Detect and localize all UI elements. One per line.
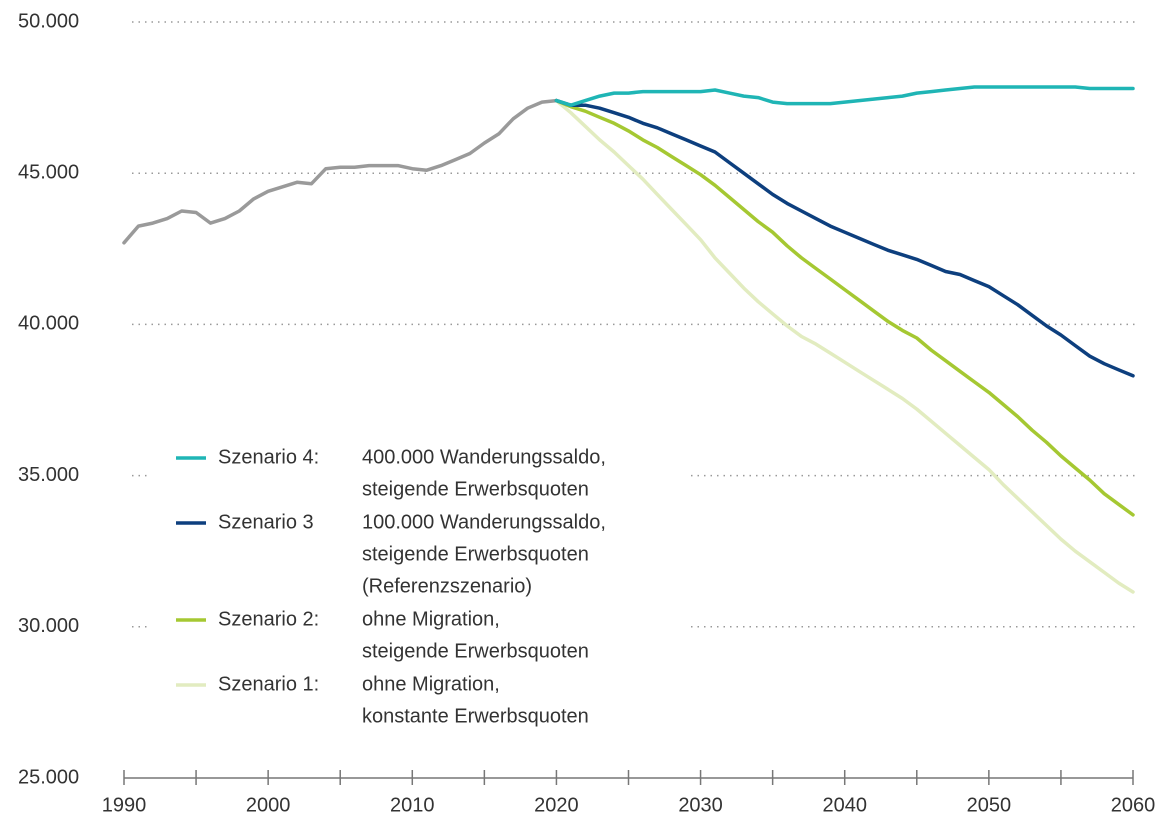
y-tick-label: 50.000 <box>18 10 79 32</box>
series-line <box>122 98 559 245</box>
y-tick-label: 35.000 <box>18 464 79 486</box>
series-line <box>554 85 1135 107</box>
series-line <box>554 98 1135 378</box>
legend-text: ohne Migration, <box>362 608 500 630</box>
legend-text: ohne Migration, <box>362 673 500 695</box>
y-tick-label: 45.000 <box>18 161 79 183</box>
legend-text: steigende Erwerbsquoten <box>362 478 589 500</box>
legend-name: Szenario 1: <box>218 673 319 695</box>
x-tick-label: 2030 <box>678 794 723 816</box>
y-tick-label: 25.000 <box>18 766 79 788</box>
legend-text: 100.000 Wanderungssaldo, <box>362 511 606 533</box>
legend-text: konstante Erwerbsquoten <box>362 705 589 727</box>
legend-name: Szenario 4: <box>218 446 319 468</box>
x-tick-label: 1990 <box>102 794 147 816</box>
legend-text: 400.000 Wanderungssaldo, <box>362 446 606 468</box>
x-tick-label: 2010 <box>390 794 435 816</box>
series-line <box>554 98 1135 594</box>
legend-name: Szenario 2: <box>218 608 319 630</box>
legend-text: steigende Erwerbsquoten <box>362 640 589 662</box>
x-tick-label: 2050 <box>967 794 1012 816</box>
legend-text: steigende Erwerbsquoten <box>362 543 589 565</box>
x-tick-label: 2000 <box>246 794 291 816</box>
y-tick-label: 40.000 <box>18 313 79 335</box>
legend-name: Szenario 3 <box>218 511 314 533</box>
legend-text: (Referenzszenario) <box>362 575 532 597</box>
x-tick-label: 2020 <box>534 794 579 816</box>
y-tick-label: 30.000 <box>18 615 79 637</box>
x-tick-label: 2060 <box>1111 794 1156 816</box>
legend-box <box>150 432 690 744</box>
series-line <box>554 98 1135 517</box>
x-tick-label: 2040 <box>822 794 867 816</box>
